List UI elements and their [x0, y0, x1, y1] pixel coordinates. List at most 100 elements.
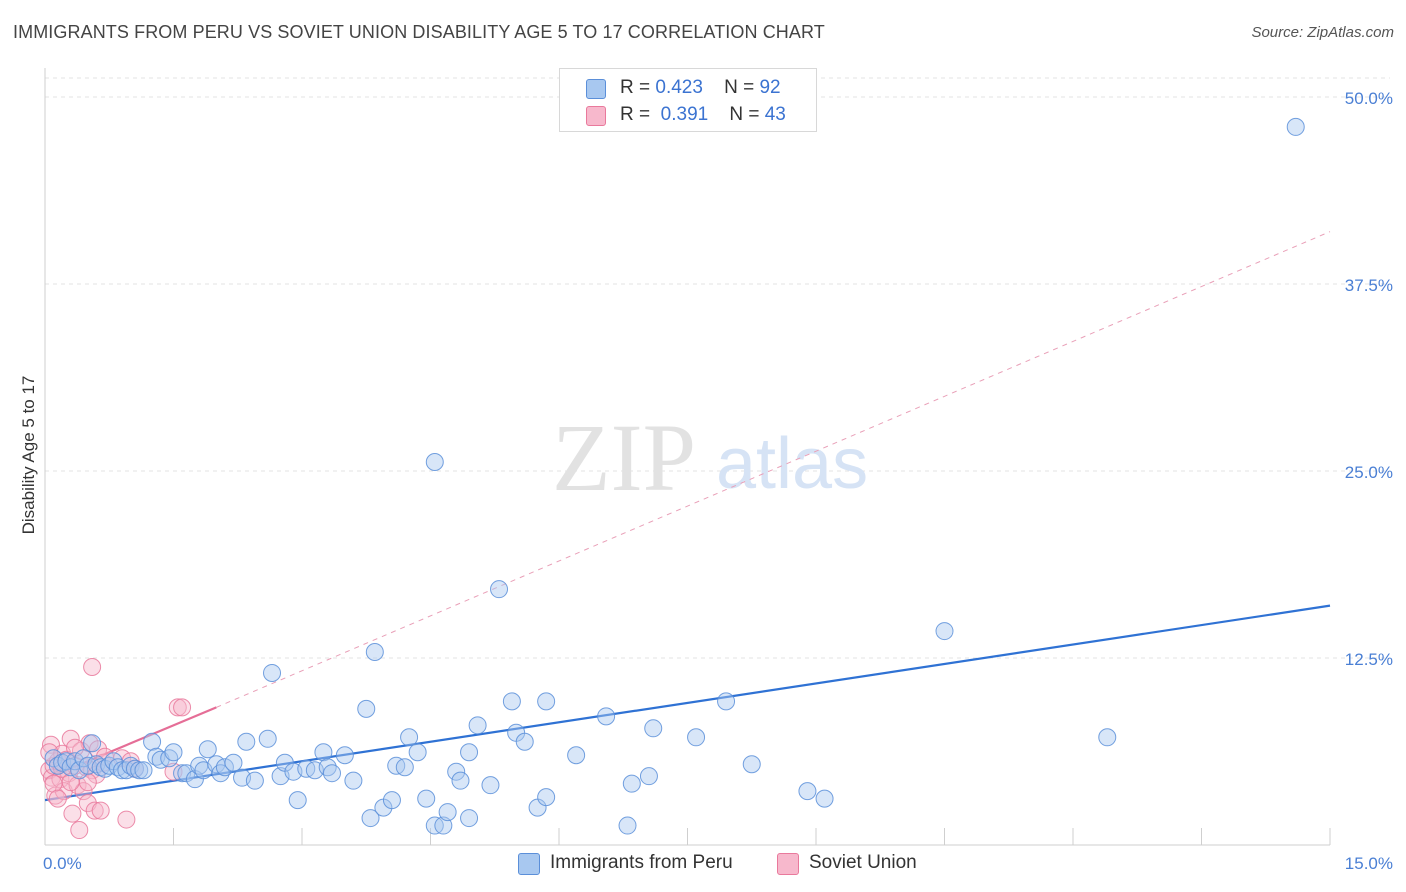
gridlines [45, 77, 1390, 659]
point-peru [215, 758, 234, 777]
watermark-zip: ZIP [552, 404, 696, 511]
point-peru [83, 734, 102, 753]
point-peru [597, 707, 616, 726]
point-peru [567, 746, 586, 765]
point-peru [468, 716, 487, 735]
point-soviet [48, 789, 67, 808]
point-peru [438, 803, 457, 822]
point-peru [361, 809, 380, 828]
point-soviet [91, 801, 110, 820]
point-peru [434, 816, 453, 835]
legend-text-soviet: R = 0.391 N = 43 [620, 104, 786, 125]
x-tick-label: 15.0% [1345, 854, 1393, 873]
point-peru [815, 789, 834, 808]
point-peru [245, 771, 264, 790]
point-peru [502, 692, 521, 711]
point-peru [322, 764, 341, 783]
point-peru [357, 699, 376, 718]
point-peru [130, 761, 149, 780]
point-peru [447, 762, 466, 781]
point-peru [1286, 117, 1305, 136]
bottom-legend-label-soviet: Soviet Union [809, 852, 917, 873]
point-soviet [70, 821, 89, 840]
data-points [40, 117, 1305, 840]
point-soviet [83, 657, 102, 676]
bottom-legend-swatch-soviet [777, 853, 799, 875]
point-soviet [63, 804, 82, 823]
trend-line-0 [44, 604, 1331, 802]
point-peru [263, 663, 282, 682]
point-peru [798, 782, 817, 801]
point-soviet [85, 801, 104, 820]
point-peru [70, 761, 89, 780]
y-tick-label: 50.0% [1345, 89, 1393, 108]
legend-swatch-soviet [586, 106, 606, 126]
point-peru [490, 580, 509, 599]
point-soviet [44, 774, 63, 793]
point-peru [687, 728, 706, 747]
n-value-soviet: 43 [764, 104, 786, 125]
point-soviet [61, 729, 80, 748]
legend-swatch-peru [586, 79, 606, 99]
trend-extension-1 [216, 231, 1331, 708]
source-label: Source: ZipAtlas.com [1251, 24, 1394, 41]
point-peru [537, 692, 556, 711]
x-tick-label: 0.0% [43, 854, 82, 873]
axis-labels: 12.5% 25.0% 37.5% 50.0% 0.0% 15.0% Disability … [19, 89, 1393, 873]
point-peru [451, 771, 470, 790]
point-peru [460, 809, 479, 828]
point-peru [1098, 728, 1117, 747]
point-peru [237, 732, 256, 751]
point-soviet [173, 698, 192, 717]
point-peru [481, 776, 500, 795]
y-tick-label: 12.5% [1345, 650, 1393, 669]
point-peru [742, 755, 761, 774]
point-peru [515, 732, 534, 751]
point-peru [408, 743, 427, 762]
watermark-atlas: atlas [716, 424, 868, 504]
r-value-soviet: 0.391 [660, 104, 709, 125]
r-value-peru: 0.423 [655, 77, 703, 98]
point-soviet [54, 782, 73, 801]
y-axis-label: Disability Age 5 to 17 [19, 376, 38, 535]
point-peru [644, 719, 663, 738]
point-peru [618, 816, 637, 835]
chart-title: IMMIGRANTS FROM PERU VS SOVIET UNION DIS… [13, 22, 825, 42]
bottom-legend-swatch-peru [518, 853, 540, 875]
watermark: ZIP atlas [552, 404, 868, 511]
point-peru [622, 774, 641, 793]
point-peru [198, 740, 217, 759]
point-peru [382, 791, 401, 810]
point-peru [134, 761, 153, 780]
trend-line-1 [44, 706, 217, 781]
point-peru [365, 643, 384, 662]
point-peru [935, 622, 954, 641]
point-peru [425, 453, 444, 472]
point-peru [639, 767, 658, 786]
point-peru [143, 732, 162, 751]
legend-text-peru: R = 0.423 N = 92 [620, 77, 781, 98]
y-tick-label: 37.5% [1345, 276, 1393, 295]
n-value-peru: 92 [759, 77, 781, 98]
point-peru [395, 758, 414, 777]
point-peru [224, 753, 243, 772]
point-peru [288, 791, 307, 810]
point-peru [335, 746, 354, 765]
point-soviet [168, 698, 187, 717]
correlation-legend: R = 0.423 N = 92 R = 0.391 N = 43 [559, 68, 817, 132]
point-peru [417, 789, 436, 808]
axes [44, 68, 1331, 846]
point-soviet [117, 810, 136, 829]
point-soviet [74, 782, 93, 801]
point-peru [314, 743, 333, 762]
point-peru [537, 788, 556, 807]
point-peru [400, 728, 419, 747]
trend-lines [44, 231, 1331, 802]
point-peru [460, 743, 479, 762]
point-peru [164, 743, 183, 762]
point-peru [717, 692, 736, 711]
point-peru [344, 771, 363, 790]
bottom-legend-label-peru: Immigrants from Peru [550, 852, 733, 873]
point-peru [258, 729, 277, 748]
